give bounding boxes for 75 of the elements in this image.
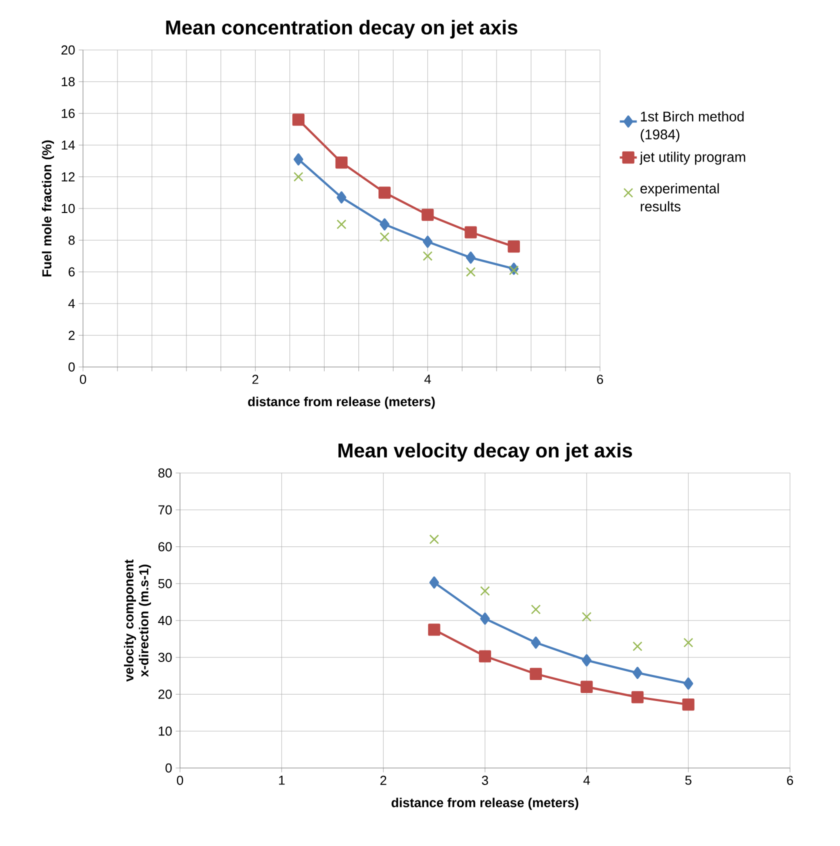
y-axis-title: Fuel mole fraction (%) — [42, 140, 54, 276]
x-tick-label: 2 — [252, 374, 258, 384]
x-tick-label: 5 — [685, 776, 692, 785]
point — [380, 218, 390, 230]
point — [480, 586, 490, 596]
legend-label: jet utility program — [640, 152, 746, 165]
point — [582, 654, 592, 666]
y-tick-label: 12 — [62, 172, 75, 182]
x-axis-title: distance from release (meters) — [248, 396, 435, 409]
point — [684, 677, 694, 690]
point — [531, 636, 541, 649]
point — [480, 612, 490, 625]
point — [429, 576, 439, 589]
x-axis-title: distance from release (meters) — [392, 798, 578, 810]
point — [422, 208, 434, 221]
y-tick-label: 40 — [158, 616, 172, 626]
x-tick-label: 0 — [80, 374, 86, 384]
point — [335, 156, 348, 169]
y-tick-label: 70 — [158, 505, 172, 514]
point — [466, 267, 476, 277]
point — [683, 638, 694, 648]
point — [336, 191, 346, 204]
y-tick-label: 18 — [62, 77, 75, 86]
point — [582, 612, 592, 622]
y-tick-label: 16 — [62, 108, 75, 118]
point — [428, 624, 440, 636]
y-tick-label: 10 — [158, 726, 172, 736]
point — [336, 219, 346, 230]
chart-title: Mean velocity decay on jet axis — [338, 442, 632, 462]
y-tick-label: 20 — [61, 45, 75, 55]
point — [464, 226, 477, 238]
point — [478, 650, 492, 662]
point — [530, 668, 542, 680]
point — [632, 641, 642, 652]
y-tick-label: 50 — [158, 579, 172, 588]
point — [466, 252, 476, 264]
point — [294, 172, 304, 182]
point — [429, 534, 440, 544]
legend-label: 1st Birch method (1984) — [640, 111, 744, 142]
y-axis-title: velocity component x-direction (m.s-1) — [124, 559, 151, 682]
x-tick-label: 6 — [597, 374, 604, 384]
x-tick-label: 6 — [787, 776, 794, 785]
y-tick-label: 14 — [62, 140, 75, 150]
y-tick-label: 10 — [62, 204, 75, 214]
y-tick-label: 2 — [68, 330, 75, 340]
y-tick-label: 60 — [158, 542, 172, 552]
y-tick-label: 0 — [166, 763, 172, 773]
point — [378, 186, 391, 199]
y-tick-label: 80 — [158, 468, 172, 478]
x-tick-label: 1 — [279, 776, 285, 785]
point — [682, 698, 694, 711]
x-tick-label: 0 — [176, 776, 184, 785]
point — [422, 236, 432, 248]
point — [422, 251, 433, 261]
x-tick-label: 4 — [424, 374, 431, 384]
chart-title: Mean concentration decay on jet axis — [166, 20, 518, 39]
x-tick-label: 2 — [380, 776, 386, 785]
point — [508, 265, 519, 276]
point — [580, 680, 593, 693]
point — [530, 604, 541, 614]
point — [380, 232, 390, 242]
point — [631, 691, 644, 704]
y-tick-label: 6 — [68, 267, 75, 276]
x-tick-label: 3 — [482, 776, 488, 785]
legend-label: experimental results — [640, 183, 719, 212]
point — [508, 240, 520, 253]
x-tick-label: 4 — [583, 776, 590, 785]
y-tick-label: 4 — [68, 299, 75, 308]
y-tick-label: 20 — [158, 690, 172, 699]
y-tick-label: 30 — [158, 652, 172, 662]
point — [632, 666, 642, 679]
point — [292, 114, 304, 126]
point — [294, 153, 304, 166]
y-tick-label: 8 — [68, 236, 75, 245]
y-tick-label: 0 — [68, 362, 75, 372]
